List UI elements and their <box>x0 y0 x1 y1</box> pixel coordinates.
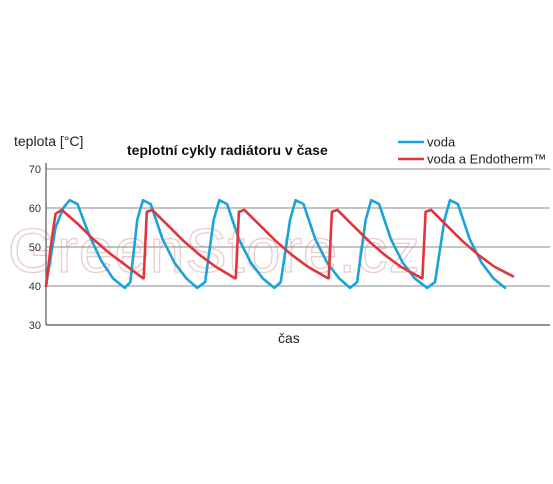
legend-label-voda-endotherm: voda a Endotherm™ <box>427 152 546 167</box>
series-lines <box>44 198 515 290</box>
legend: voda voda a Endotherm™ <box>398 135 546 167</box>
y-axis-ticks: 30 40 50 60 70 <box>29 164 41 332</box>
y-tick-label: 60 <box>29 203 41 215</box>
y-tick-label: 40 <box>29 281 41 293</box>
legend-label-voda: voda <box>427 135 456 150</box>
y-axis-label: teplota [°C] <box>14 133 83 149</box>
x-axis-label: čas <box>278 330 300 346</box>
chart-title: teplotní cykly radiátoru v čase <box>127 142 328 158</box>
series-line-voda <box>44 198 507 290</box>
y-tick-label: 70 <box>29 164 41 176</box>
series-line-voda-endotherm <box>44 208 515 288</box>
y-tick-label: 30 <box>29 320 41 332</box>
grid-lines <box>46 168 550 287</box>
watermark-text: GreenStore.cz <box>8 217 421 286</box>
y-tick-label: 50 <box>29 242 41 254</box>
